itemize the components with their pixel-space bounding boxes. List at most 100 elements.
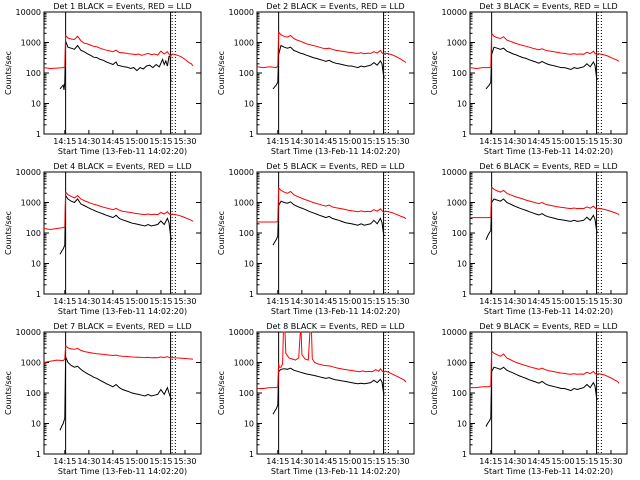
x-tick-label: 14:30 <box>77 137 100 146</box>
detector-plot-7: Det 7 BLACK = Events, RED = LLD 1 10 100 100… <box>4 322 202 476</box>
y-tick-label: 10000 <box>229 168 254 177</box>
x-tick-label: 14:15 <box>479 457 502 466</box>
y-axis-label: Counts/sec <box>4 371 13 415</box>
x-tick-label: 15:30 <box>599 297 622 306</box>
x-tick-label: 15:00 <box>551 457 574 466</box>
x-tick-label: 15:15 <box>575 457 598 466</box>
y-tick-label: 10000 <box>229 8 254 17</box>
y-tick-label: 10000 <box>442 8 467 17</box>
plot-title: Det 8 BLACK = Events, RED = LLD <box>266 322 404 331</box>
y-tick-label: 10000 <box>229 328 254 337</box>
lld-series-line <box>470 185 620 219</box>
x-tick-label: 14:30 <box>77 297 100 306</box>
plot-title: Det 2 BLACK = Events, RED = LLD <box>266 2 404 11</box>
events-series-line <box>59 41 172 90</box>
y-tick-label: 1000 <box>447 199 467 208</box>
events-series-line <box>272 200 385 246</box>
events-series-line <box>485 46 598 90</box>
y-tick-label: 10000 <box>16 328 41 337</box>
plot-frame <box>43 171 202 295</box>
y-axis-label: Counts/sec <box>217 51 226 95</box>
events-series-line <box>272 44 385 90</box>
x-tick-label: 15:30 <box>386 297 409 306</box>
x-tick-label: 14:30 <box>290 137 313 146</box>
y-tick-label: 1 <box>462 450 467 459</box>
y-tick-label: 10 <box>31 260 41 269</box>
plot-title: Det 6 BLACK = Events, RED = LLD <box>479 162 617 171</box>
x-tick-label: 14:45 <box>527 297 550 306</box>
y-tick-label: 10000 <box>16 8 41 17</box>
x-tick-label: 14:45 <box>527 457 550 466</box>
x-axis-label: Start Time (13-Feb-11 14:02:20) <box>58 147 187 156</box>
x-tick-label: 15:15 <box>575 137 598 146</box>
plot-title: Det 9 BLACK = Events, RED = LLD <box>479 322 617 331</box>
x-tick-label: 15:15 <box>575 297 598 306</box>
y-axis-label: Counts/sec <box>430 211 439 255</box>
x-tick-label: 14:15 <box>479 137 502 146</box>
x-tick-label: 15:00 <box>125 297 148 306</box>
lld-series-line <box>469 31 620 70</box>
x-tick-label: 15:30 <box>386 457 409 466</box>
x-tick-label: 15:00 <box>551 137 574 146</box>
x-tick-label: 14:45 <box>101 457 124 466</box>
detector-plot-5: Det 5 BLACK = Events, RED = LLD 1 10 100 100… <box>217 162 415 316</box>
x-tick-label: 15:15 <box>149 137 172 146</box>
x-tick-label: 15:30 <box>173 297 196 306</box>
y-tick-label: 1000 <box>234 199 254 208</box>
x-tick-label: 15:15 <box>149 457 172 466</box>
x-tick-label: 14:15 <box>266 297 289 306</box>
y-tick-label: 10 <box>31 420 41 429</box>
plot-frame <box>469 331 628 455</box>
x-tick-label: 14:15 <box>53 137 76 146</box>
y-tick-label: 100 <box>452 69 467 78</box>
events-series-line <box>272 367 385 415</box>
x-tick-label: 15:30 <box>386 137 409 146</box>
x-axis-label: Start Time (13-Feb-11 14:02:20) <box>58 467 187 476</box>
plot-title: Det 5 BLACK = Events, RED = LLD <box>266 162 404 171</box>
x-tick-label: 15:15 <box>362 457 385 466</box>
y-tick-label: 1 <box>462 290 467 299</box>
x-tick-label: 14:15 <box>53 457 76 466</box>
events-series-line <box>485 198 598 240</box>
y-axis-label: Counts/sec <box>217 371 226 415</box>
x-tick-label: 15:30 <box>173 137 196 146</box>
x-axis-label: Start Time (13-Feb-11 14:02:20) <box>271 467 400 476</box>
y-tick-label: 100 <box>26 69 41 78</box>
x-tick-label: 15:00 <box>125 457 148 466</box>
detector-plot-3: Det 3 BLACK = Events, RED = LLD 1 10 100 100… <box>430 2 628 156</box>
x-tick-label: 14:30 <box>290 457 313 466</box>
lld-series-line <box>43 344 194 363</box>
x-tick-label: 15:30 <box>599 137 622 146</box>
x-axis-label: Start Time (13-Feb-11 14:02:20) <box>58 307 187 316</box>
events-series-line <box>59 356 172 431</box>
x-tick-label: 14:30 <box>503 297 526 306</box>
y-tick-label: 10000 <box>16 168 41 177</box>
y-tick-label: 100 <box>239 389 254 398</box>
events-series-line <box>485 366 598 427</box>
lld-series-line <box>257 186 407 223</box>
x-tick-label: 14:45 <box>314 297 337 306</box>
plot-frame <box>256 331 415 455</box>
plot-title: Det 3 BLACK = Events, RED = LLD <box>479 2 617 11</box>
x-tick-label: 15:15 <box>362 297 385 306</box>
y-tick-label: 10 <box>457 260 467 269</box>
plot-frame <box>43 11 202 135</box>
lld-series-line <box>43 34 194 70</box>
detector-plot-1: Det 1 BLACK = Events, RED = LLD 1 10 100 100… <box>4 2 202 156</box>
y-tick-label: 100 <box>239 229 254 238</box>
lld-series-line <box>257 331 407 389</box>
y-tick-label: 100 <box>26 229 41 238</box>
y-tick-label: 10000 <box>442 168 467 177</box>
y-axis-label: Counts/sec <box>217 211 226 255</box>
plot-title: Det 4 BLACK = Events, RED = LLD <box>53 162 191 171</box>
x-tick-label: 14:45 <box>314 137 337 146</box>
x-tick-label: 15:00 <box>338 297 361 306</box>
x-tick-label: 15:00 <box>125 137 148 146</box>
events-series-line <box>59 193 172 255</box>
plot-frame <box>43 331 202 455</box>
y-tick-label: 1000 <box>21 39 41 48</box>
x-tick-label: 14:45 <box>101 297 124 306</box>
y-tick-label: 100 <box>26 389 41 398</box>
lld-series-line <box>470 349 620 389</box>
